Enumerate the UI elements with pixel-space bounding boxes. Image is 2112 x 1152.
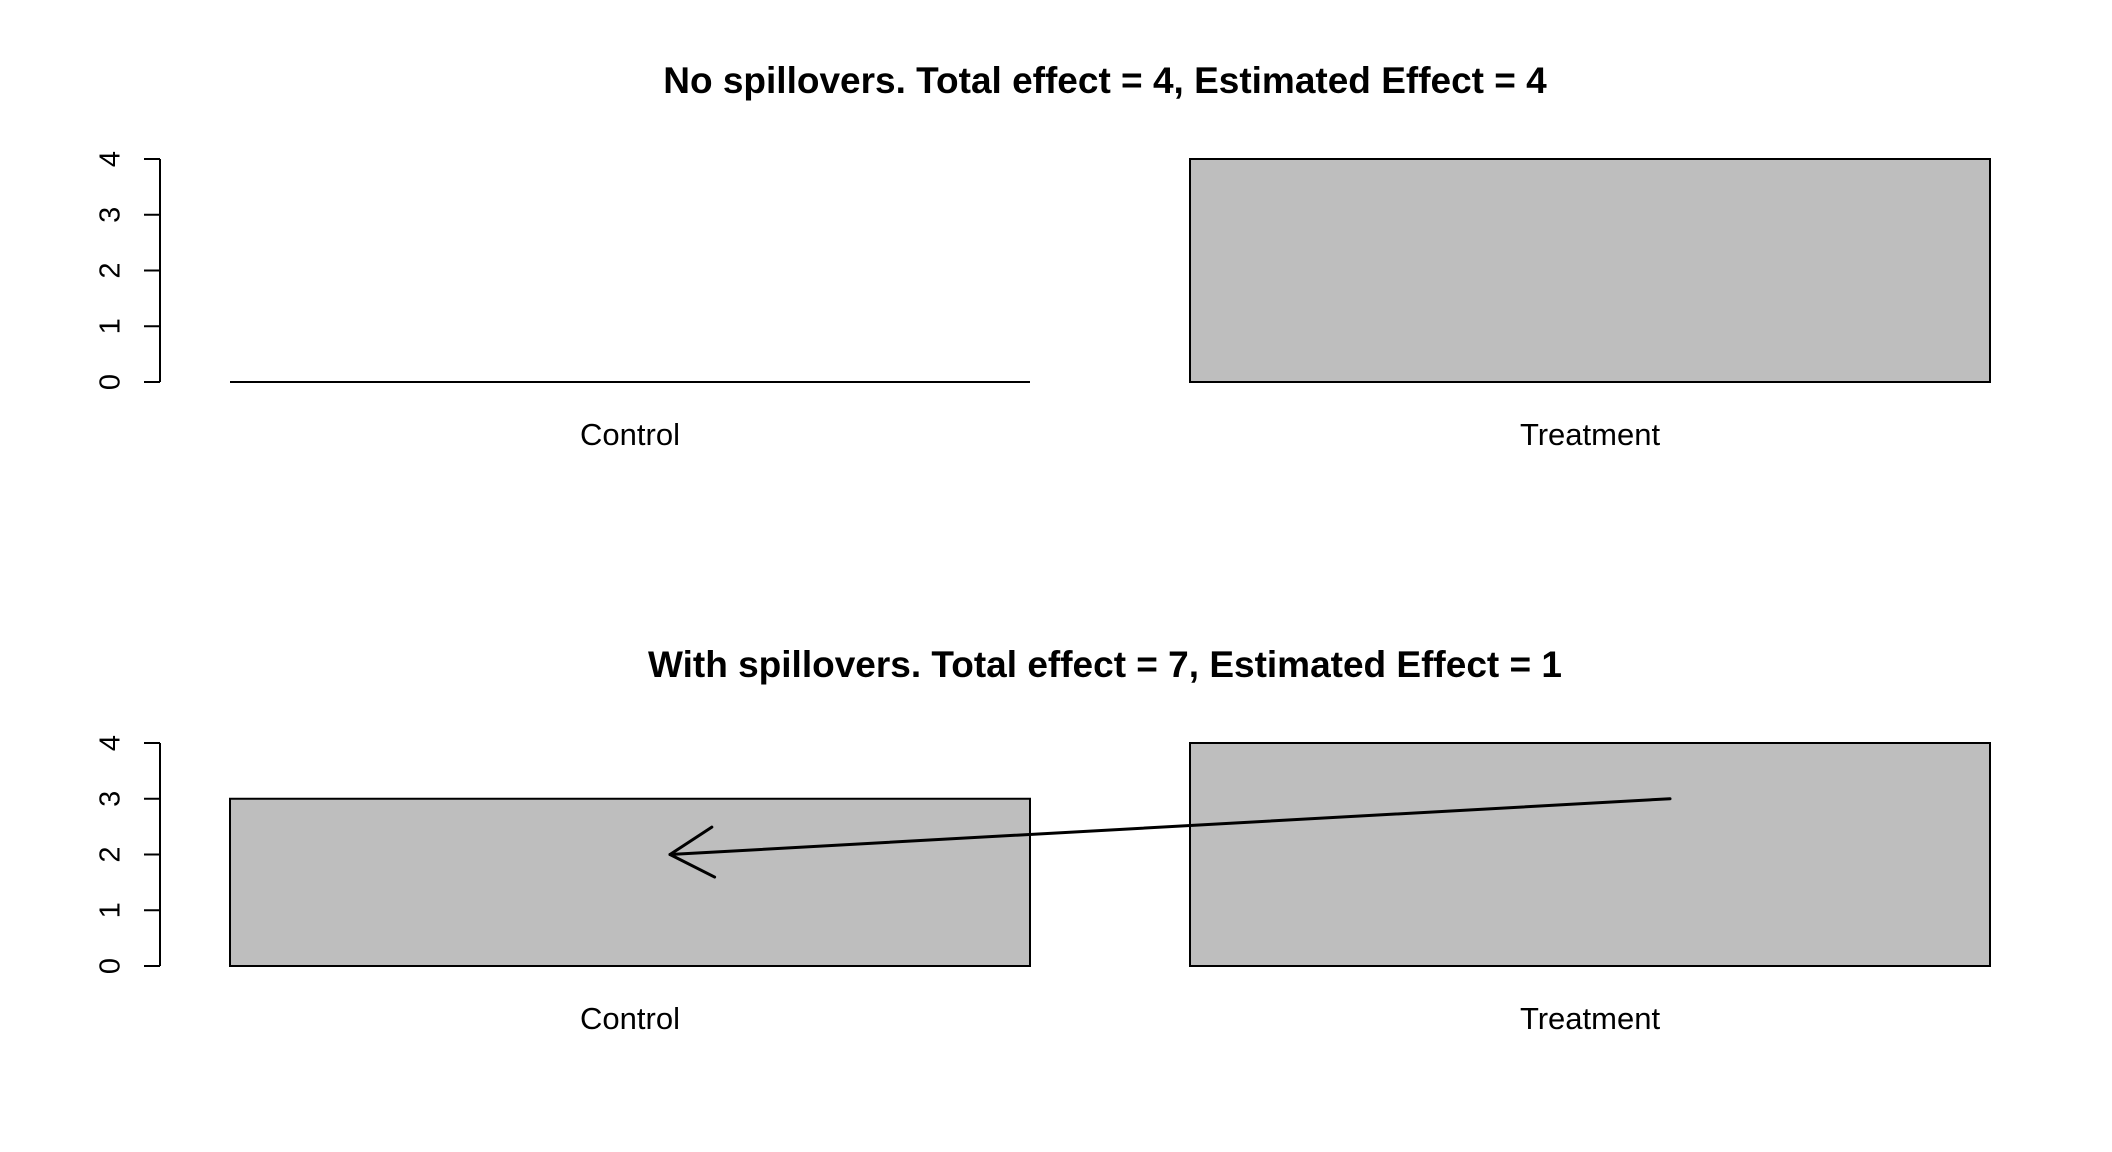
y-tick-label: 0	[95, 958, 127, 974]
bar-control	[229, 797, 1031, 967]
y-tick-label: 4	[95, 151, 127, 167]
y-tick-label: 3	[95, 791, 127, 807]
category-label: Treatment	[1520, 1001, 1661, 1036]
bars	[230, 158, 1991, 383]
bars	[229, 742, 1991, 967]
y-tick-label: 0	[95, 374, 127, 390]
bar-treatment	[1189, 158, 1991, 383]
y-tick-label: 3	[95, 207, 127, 223]
bar-treatment	[1189, 742, 1991, 967]
spillover-arrow-group	[668, 797, 1672, 879]
chart-title: With spillovers. Total effect = 7, Estim…	[648, 644, 1562, 685]
category-labels: Control Treatment	[580, 417, 1660, 452]
y-axis: 0 1 2 3 4	[95, 735, 161, 974]
chart-bottom: With spillovers. Total effect = 7, Estim…	[95, 644, 1991, 1036]
chart-title: No spillovers. Total effect = 4, Estimat…	[663, 60, 1547, 101]
y-tick-label: 1	[95, 318, 127, 334]
category-labels: Control Treatment	[580, 1001, 1660, 1036]
y-tick-label: 2	[95, 262, 127, 278]
category-label: Control	[580, 1001, 680, 1036]
category-label: Treatment	[1520, 417, 1661, 452]
category-label: Control	[580, 417, 680, 452]
spillover-arrow-head	[668, 825, 717, 879]
y-tick-label: 4	[95, 735, 127, 751]
spillover-arrow	[668, 797, 1672, 856]
chart-top: No spillovers. Total effect = 4, Estimat…	[95, 60, 1991, 452]
y-axis: 0 1 2 3 4	[95, 151, 161, 390]
y-tick-label: 1	[95, 902, 127, 918]
y-tick-label: 2	[95, 846, 127, 862]
